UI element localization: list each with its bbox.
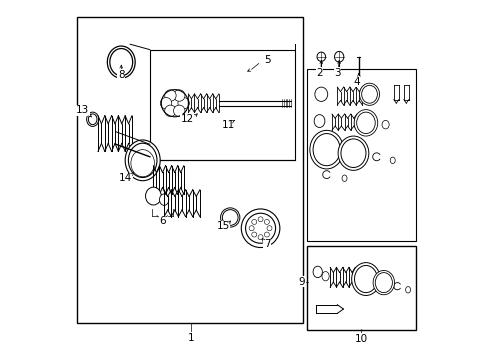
Text: 5: 5 bbox=[264, 55, 270, 65]
Ellipse shape bbox=[340, 139, 365, 167]
Text: 4: 4 bbox=[353, 77, 360, 87]
Ellipse shape bbox=[164, 105, 176, 117]
Bar bbox=[149, 50, 294, 160]
Ellipse shape bbox=[160, 98, 171, 109]
Ellipse shape bbox=[88, 114, 97, 125]
Bar bbox=[306, 246, 415, 330]
Text: 11: 11 bbox=[222, 120, 235, 130]
Ellipse shape bbox=[337, 136, 368, 170]
Ellipse shape bbox=[356, 112, 374, 134]
Ellipse shape bbox=[405, 287, 410, 293]
Ellipse shape bbox=[251, 219, 256, 224]
Ellipse shape bbox=[361, 85, 377, 103]
Ellipse shape bbox=[312, 134, 340, 166]
Ellipse shape bbox=[258, 217, 263, 222]
Ellipse shape bbox=[110, 49, 132, 76]
Text: 15: 15 bbox=[216, 221, 229, 231]
Ellipse shape bbox=[251, 232, 256, 237]
Ellipse shape bbox=[248, 226, 254, 231]
Ellipse shape bbox=[372, 270, 394, 295]
Text: 7: 7 bbox=[263, 239, 270, 249]
Ellipse shape bbox=[159, 194, 168, 205]
Text: 14: 14 bbox=[119, 173, 132, 183]
Ellipse shape bbox=[309, 130, 343, 169]
Ellipse shape bbox=[381, 120, 388, 129]
Ellipse shape bbox=[341, 175, 346, 181]
Ellipse shape bbox=[258, 235, 263, 240]
Text: 2: 2 bbox=[316, 68, 322, 78]
Ellipse shape bbox=[313, 114, 324, 127]
Text: 1: 1 bbox=[187, 333, 194, 343]
Ellipse shape bbox=[125, 140, 160, 181]
Ellipse shape bbox=[145, 187, 161, 205]
Text: 3: 3 bbox=[333, 68, 340, 78]
Text: 8: 8 bbox=[118, 69, 124, 80]
Ellipse shape bbox=[128, 143, 157, 177]
Ellipse shape bbox=[312, 266, 322, 278]
Ellipse shape bbox=[107, 46, 135, 78]
Ellipse shape bbox=[220, 208, 240, 227]
Bar bbox=[306, 69, 415, 241]
Ellipse shape bbox=[334, 51, 343, 62]
Text: 6: 6 bbox=[159, 216, 165, 226]
Ellipse shape bbox=[322, 271, 328, 281]
Text: 10: 10 bbox=[354, 334, 367, 344]
Ellipse shape bbox=[264, 232, 269, 237]
Ellipse shape bbox=[351, 262, 380, 296]
Ellipse shape bbox=[164, 90, 176, 101]
Text: 12: 12 bbox=[181, 114, 194, 124]
Ellipse shape bbox=[359, 83, 379, 105]
Ellipse shape bbox=[173, 90, 184, 101]
Ellipse shape bbox=[389, 157, 394, 163]
Ellipse shape bbox=[314, 87, 327, 102]
Bar bbox=[77, 18, 303, 323]
Text: 9: 9 bbox=[298, 277, 305, 287]
Ellipse shape bbox=[173, 105, 184, 117]
Ellipse shape bbox=[354, 265, 377, 293]
Ellipse shape bbox=[374, 273, 391, 293]
Ellipse shape bbox=[316, 52, 325, 62]
Ellipse shape bbox=[245, 213, 275, 243]
Text: 13: 13 bbox=[76, 105, 89, 115]
Ellipse shape bbox=[241, 209, 279, 248]
Ellipse shape bbox=[222, 210, 238, 225]
Ellipse shape bbox=[266, 226, 271, 231]
Ellipse shape bbox=[178, 98, 189, 109]
Ellipse shape bbox=[264, 219, 269, 224]
Ellipse shape bbox=[353, 110, 377, 136]
Ellipse shape bbox=[86, 112, 99, 126]
